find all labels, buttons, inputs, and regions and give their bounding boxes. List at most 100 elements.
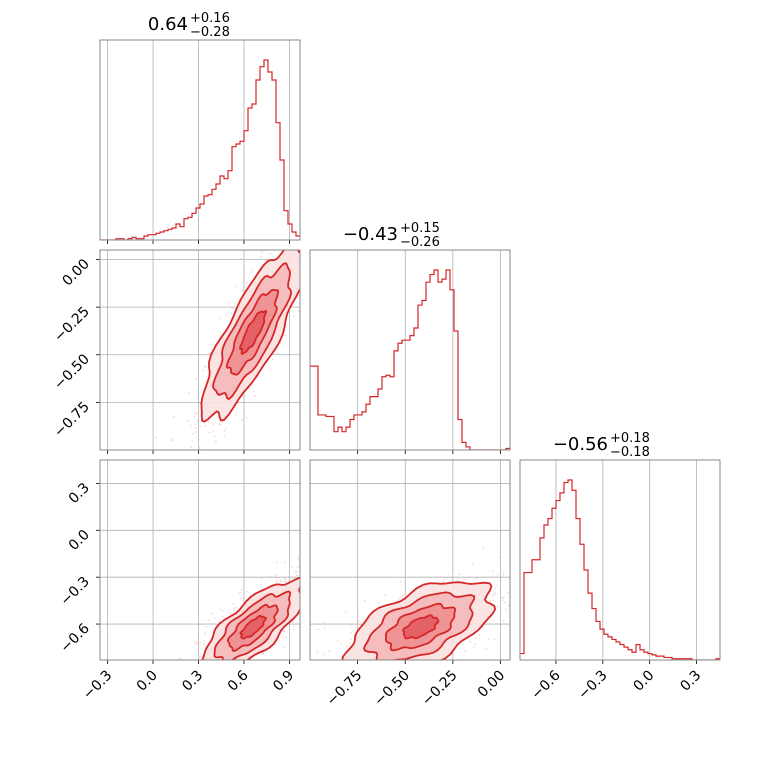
y-tick-label: −0.6 xyxy=(57,621,92,656)
sample-point xyxy=(304,267,306,269)
x-tick-label: 0.0 xyxy=(134,668,161,695)
sample-point xyxy=(245,281,248,284)
sample-point xyxy=(474,637,477,639)
panel-title-minus: −0.28 xyxy=(190,25,230,40)
sample-point xyxy=(501,599,504,601)
y-tick-label: −0.25 xyxy=(51,304,93,346)
sample-point xyxy=(442,580,444,583)
sample-point xyxy=(300,298,302,300)
sample-point xyxy=(315,313,317,315)
sample-point xyxy=(349,623,352,625)
sample-point xyxy=(485,648,488,650)
y-tick-label: 0.0 xyxy=(66,527,93,554)
sample-point xyxy=(495,585,498,587)
sample-point xyxy=(350,631,352,634)
sample-point xyxy=(325,595,327,597)
sample-point xyxy=(266,361,269,364)
sample-point xyxy=(234,303,236,306)
sample-point xyxy=(398,598,401,601)
sample-point xyxy=(322,653,325,656)
sample-point xyxy=(527,606,529,608)
sample-point xyxy=(305,282,307,284)
sample-point xyxy=(461,642,464,645)
y-tick-label: −0.3 xyxy=(57,574,92,609)
sample-point xyxy=(301,605,303,607)
sample-point xyxy=(218,621,221,623)
sample-point xyxy=(482,547,484,549)
sample-point xyxy=(260,577,263,580)
sample-point xyxy=(250,270,253,273)
sample-point xyxy=(468,640,471,643)
sample-point xyxy=(291,576,294,579)
sample-point xyxy=(188,392,191,394)
sample-point xyxy=(207,353,210,356)
sample-point xyxy=(271,358,274,361)
sample-point xyxy=(239,290,242,292)
panel-title-minus: −0.18 xyxy=(610,445,650,460)
sample-point xyxy=(505,608,507,611)
sample-point xyxy=(195,641,198,644)
sample-point xyxy=(287,247,289,249)
panel-frame xyxy=(309,459,511,661)
sample-point xyxy=(199,653,202,656)
sample-point xyxy=(230,312,233,315)
sample-point xyxy=(221,609,224,612)
sample-point xyxy=(297,243,299,245)
y-tick-label: 0.00 xyxy=(59,256,92,289)
sample-point xyxy=(204,424,207,427)
sample-point xyxy=(316,651,319,654)
sample-point xyxy=(323,621,325,624)
sample-point xyxy=(219,608,222,611)
sample-point xyxy=(288,624,291,627)
sample-point xyxy=(292,233,294,235)
sample-point xyxy=(219,317,222,320)
sample-point xyxy=(253,395,256,398)
sample-point xyxy=(436,575,439,578)
sample-point xyxy=(493,638,496,641)
sample-point xyxy=(293,247,295,249)
sample-point xyxy=(190,445,193,448)
sample-point xyxy=(269,368,271,371)
sample-point xyxy=(255,654,258,657)
sample-point xyxy=(312,602,314,604)
panel-title-median: 0.64 xyxy=(148,14,188,35)
sample-point xyxy=(239,257,242,260)
sample-point xyxy=(349,626,352,628)
sample-point xyxy=(283,234,285,236)
x-tick-label: −0.50 xyxy=(371,668,413,710)
sample-point xyxy=(194,426,197,429)
sample-point xyxy=(260,251,263,253)
sample-point xyxy=(313,572,315,574)
panel-frame xyxy=(99,459,301,661)
x-tick-label: −0.3 xyxy=(80,668,115,703)
x-tick-label: −0.75 xyxy=(324,668,366,710)
sample-point xyxy=(384,594,387,596)
sample-point xyxy=(494,587,496,590)
sample-point xyxy=(284,636,287,638)
sample-point xyxy=(296,246,298,248)
sample-point xyxy=(223,429,226,432)
sample-point xyxy=(302,600,304,602)
sample-point xyxy=(232,609,235,612)
sample-point xyxy=(269,242,271,244)
sample-point xyxy=(191,440,194,443)
sample-point xyxy=(309,195,311,197)
sample-point xyxy=(225,427,228,430)
sample-point xyxy=(302,606,304,608)
sample-point xyxy=(305,587,307,589)
sample-point xyxy=(191,432,194,435)
sample-point xyxy=(170,439,173,442)
x-tick-label: 0.3 xyxy=(677,668,704,695)
sample-point xyxy=(195,643,198,646)
sample-point xyxy=(308,612,310,614)
sample-point xyxy=(209,351,211,354)
x-tick-label: 0.6 xyxy=(225,667,252,694)
panel-title-median: −0.56 xyxy=(553,434,608,455)
sample-point xyxy=(399,581,402,583)
sample-point xyxy=(242,395,245,398)
sample-point xyxy=(199,641,202,644)
sample-point xyxy=(340,643,343,645)
sample-point xyxy=(238,591,241,594)
y-tick-label: −0.75 xyxy=(51,399,93,441)
sample-point xyxy=(305,581,307,583)
